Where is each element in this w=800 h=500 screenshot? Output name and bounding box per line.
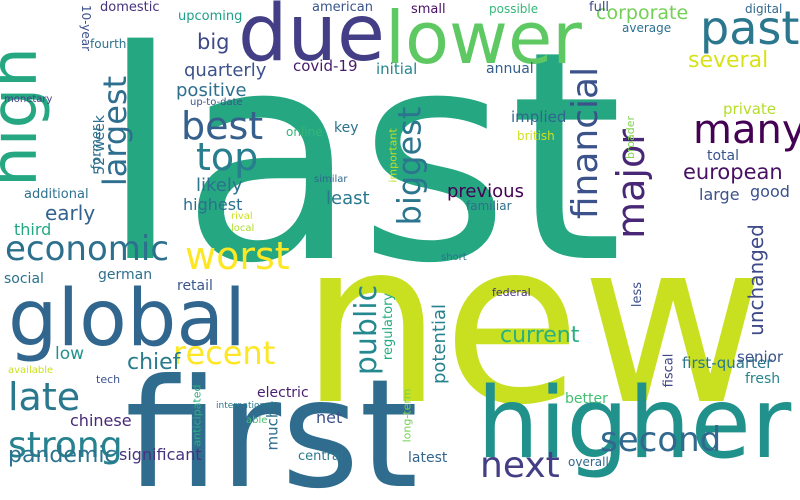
word-local: local xyxy=(231,223,255,234)
word-least: least xyxy=(326,188,370,209)
word-retail: retail xyxy=(177,278,213,294)
word-financial: financial xyxy=(565,66,607,220)
word-quarterly: quarterly xyxy=(184,60,267,81)
word-up-to-date: up-to-date xyxy=(190,97,243,108)
word-unchanged: unchanged xyxy=(743,224,768,336)
word-chinese: chinese xyxy=(70,411,132,430)
word-social: social xyxy=(4,271,44,287)
word-higher: higher xyxy=(477,367,792,481)
word-british: british xyxy=(517,129,555,143)
word-public: public xyxy=(349,284,385,376)
word-big: big xyxy=(197,30,230,54)
word-covid-19: covid-19 xyxy=(293,57,358,75)
word-less: less xyxy=(630,281,646,308)
word-lower: lower xyxy=(385,0,582,80)
word-many: many xyxy=(693,107,800,153)
word-pandemic: pandemic xyxy=(8,443,117,468)
word-late: late xyxy=(8,375,81,419)
word-low: low xyxy=(55,344,85,364)
word-domestic: domestic xyxy=(100,0,160,15)
word-online: online xyxy=(286,125,323,139)
word-best: best xyxy=(181,104,264,148)
word-first-quarter: first-quarter xyxy=(682,354,773,372)
word-familiar: familiar xyxy=(466,199,512,213)
word-large: large xyxy=(699,185,740,204)
word-implied: implied xyxy=(511,108,567,126)
word-tech: tech xyxy=(96,373,121,386)
word-full: full xyxy=(589,0,610,15)
word-digital: digital xyxy=(745,2,783,16)
word-previous: previous xyxy=(447,181,524,202)
word-initial: initial xyxy=(376,60,418,78)
word-electric: electric xyxy=(257,385,309,401)
word-top: top xyxy=(196,135,259,179)
word-likely: likely xyxy=(196,175,243,196)
word-able: able xyxy=(246,415,268,426)
word-additional: additional xyxy=(24,187,89,202)
word-last: last xyxy=(100,0,624,327)
word-third: third xyxy=(14,220,52,239)
word-american: american xyxy=(312,0,373,15)
word-economic: economic xyxy=(5,229,170,269)
word-european: european xyxy=(683,160,783,184)
word-available: available xyxy=(8,365,54,376)
word-first: first xyxy=(125,348,419,500)
word-potential: potential xyxy=(429,303,451,385)
word-key: key xyxy=(334,120,359,136)
word-strong: strong xyxy=(8,425,123,466)
word-short: short xyxy=(441,252,467,263)
word-broader: broader xyxy=(624,115,638,160)
word-recent: recent xyxy=(173,334,276,372)
word-international: international xyxy=(216,401,274,411)
word-federal: federal xyxy=(492,286,531,299)
word-latest: latest xyxy=(408,450,448,466)
word-next: next xyxy=(480,445,560,486)
word-past: past xyxy=(700,1,800,55)
word-important: important xyxy=(386,128,400,183)
word-private: private xyxy=(723,100,777,118)
word-senior: senior xyxy=(737,348,784,366)
word-positive: positive xyxy=(176,80,247,101)
word-anticipated: anticipated xyxy=(190,384,204,447)
word-fiscal: fiscal xyxy=(661,353,677,388)
word-due: due xyxy=(238,0,385,79)
word-average: average xyxy=(622,21,672,35)
word-net: net xyxy=(316,408,343,427)
word-possible: possible xyxy=(489,2,539,16)
word-highest: highest xyxy=(183,195,243,214)
word-total: total xyxy=(707,148,740,164)
word-current: current xyxy=(500,323,580,348)
word-second: second xyxy=(600,420,722,460)
word-global: global xyxy=(8,274,246,364)
word-early: early xyxy=(45,201,96,225)
word-much: much xyxy=(263,408,282,451)
word-better: better xyxy=(565,391,608,407)
word-monetary: monetary xyxy=(4,94,53,105)
word-significant: significant xyxy=(119,445,202,464)
word-overall: overall xyxy=(568,455,609,469)
word-german: german xyxy=(98,267,153,283)
word-fresh: fresh xyxy=(745,371,781,387)
word-chief: chief xyxy=(127,350,181,375)
word-regulatory: regulatory xyxy=(381,292,397,361)
word-annual: annual xyxy=(486,61,534,77)
word-small: small xyxy=(411,2,446,17)
word-central: central xyxy=(298,449,344,464)
word-former: former xyxy=(89,125,105,170)
word-similar: similar xyxy=(314,174,348,185)
word-corporate: corporate xyxy=(596,2,689,24)
word-long-term: long-term xyxy=(400,388,414,443)
word-good: good xyxy=(750,182,790,201)
word-fourth: fourth xyxy=(90,37,127,51)
word-new: new xyxy=(300,193,766,455)
word-rival: rival xyxy=(231,211,253,222)
word-upcoming: upcoming xyxy=(178,9,243,24)
word-several: several xyxy=(688,48,769,73)
word-high: high xyxy=(0,47,52,187)
word-worst: worst xyxy=(185,234,290,278)
